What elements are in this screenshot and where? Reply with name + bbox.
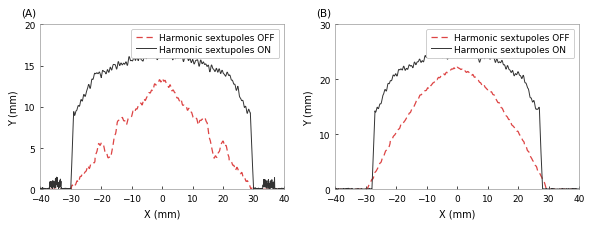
Harmonic sextupoles ON (165, 56, 172, 59)
Harmonic sextupoles ON (170, 56, 177, 59)
Harmonic sextupoles OFF (364, 187, 371, 190)
Harmonic sextupoles OFF (373, 170, 380, 172)
Harmonic sextupoles OFF (280, 188, 288, 191)
Harmonic sextupoles OFF (414, 98, 421, 101)
Legend: Harmonic sextupoles OFF, Harmonic sextupoles ON: Harmonic sextupoles OFF, Harmonic sextup… (426, 30, 575, 59)
Harmonic sextupoles ON (575, 188, 582, 191)
Harmonic sextupoles ON (37, 187, 44, 190)
Harmonic sextupoles ON (78, 99, 85, 102)
Harmonic sextupoles ON (119, 64, 126, 67)
Harmonic sextupoles OFF (460, 71, 467, 74)
Harmonic sextupoles ON (460, 50, 467, 53)
Line: Harmonic sextupoles OFF: Harmonic sextupoles OFF (336, 68, 579, 189)
Text: (B): (B) (316, 9, 331, 19)
Harmonic sextupoles ON (466, 51, 473, 54)
Harmonic sextupoles OFF (69, 184, 76, 187)
Harmonic sextupoles OFF (142, 98, 149, 101)
Y-axis label: Y (mm): Y (mm) (8, 90, 18, 125)
Harmonic sextupoles ON (438, 53, 445, 55)
Harmonic sextupoles ON (373, 108, 380, 111)
Harmonic sextupoles ON (69, 133, 76, 135)
Harmonic sextupoles ON (464, 45, 471, 48)
Harmonic sextupoles OFF (37, 188, 44, 191)
X-axis label: X (mm): X (mm) (144, 209, 180, 219)
Harmonic sextupoles OFF (575, 188, 582, 191)
Harmonic sextupoles OFF (332, 188, 339, 191)
X-axis label: X (mm): X (mm) (439, 209, 476, 219)
Harmonic sextupoles ON (414, 61, 421, 64)
Harmonic sextupoles ON (280, 188, 288, 190)
Harmonic sextupoles ON (67, 188, 74, 191)
Harmonic sextupoles OFF (165, 86, 172, 89)
Line: Harmonic sextupoles ON: Harmonic sextupoles ON (40, 53, 284, 189)
Text: (A): (A) (21, 9, 36, 19)
Harmonic sextupoles OFF (159, 78, 166, 80)
Harmonic sextupoles ON (332, 188, 339, 191)
Line: Harmonic sextupoles OFF: Harmonic sextupoles OFF (40, 79, 284, 189)
Harmonic sextupoles OFF (170, 90, 177, 92)
Legend: Harmonic sextupoles OFF, Harmonic sextupoles ON: Harmonic sextupoles OFF, Harmonic sextup… (132, 30, 279, 59)
Line: Harmonic sextupoles ON: Harmonic sextupoles ON (336, 47, 579, 189)
Harmonic sextupoles ON (142, 58, 149, 61)
Harmonic sextupoles ON (368, 188, 375, 191)
Harmonic sextupoles OFF (438, 75, 445, 78)
Harmonic sextupoles ON (364, 188, 371, 191)
Harmonic sextupoles OFF (454, 67, 461, 69)
Harmonic sextupoles OFF (465, 72, 472, 74)
Harmonic sextupoles ON (168, 51, 175, 54)
Harmonic sextupoles OFF (78, 175, 85, 178)
Harmonic sextupoles OFF (119, 117, 126, 119)
Y-axis label: Y (mm): Y (mm) (304, 90, 314, 125)
